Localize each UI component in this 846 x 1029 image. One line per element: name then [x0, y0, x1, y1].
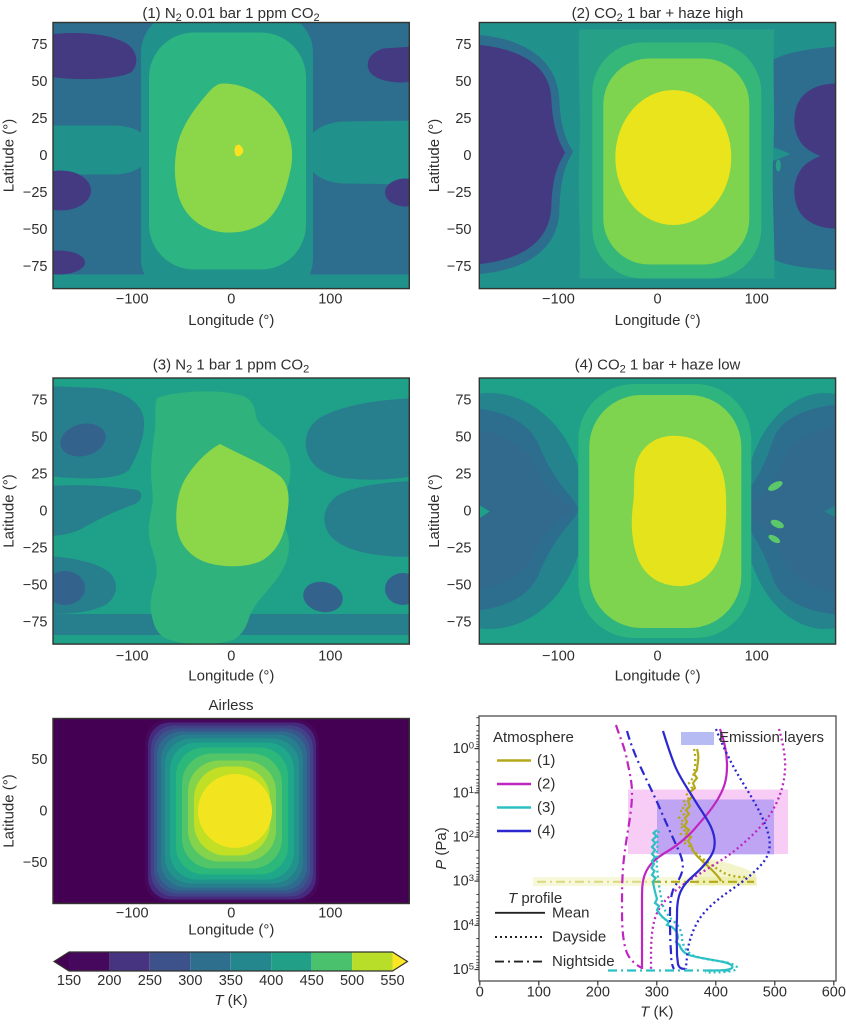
svg-text:100: 100	[453, 741, 474, 758]
svg-text:−25: −25	[447, 541, 472, 557]
svg-text:−75: −75	[447, 259, 472, 275]
svg-text:Latitude (°): Latitude (°)	[1, 119, 18, 193]
svg-text:25: 25	[455, 467, 471, 483]
svg-text:Atmosphere: Atmosphere	[493, 729, 574, 746]
svg-text:105: 105	[453, 962, 474, 979]
svg-text:−75: −75	[23, 614, 48, 630]
svg-text:300: 300	[178, 973, 202, 989]
svg-text:−25: −25	[447, 185, 472, 201]
svg-text:0: 0	[39, 148, 47, 164]
svg-text:0: 0	[227, 906, 235, 922]
svg-text:−50: −50	[447, 222, 472, 238]
svg-text:200: 200	[97, 973, 121, 989]
svg-text:−100: −100	[116, 906, 149, 922]
svg-text:75: 75	[455, 393, 471, 409]
svg-text:0: 0	[654, 649, 662, 665]
svg-text:0: 0	[463, 504, 471, 520]
svg-text:75: 75	[31, 393, 47, 409]
svg-text:(1) N2 0.01 bar 1 ppm CO2: (1) N2 0.01 bar 1 ppm CO2	[142, 5, 319, 24]
svg-text:50: 50	[455, 74, 471, 90]
svg-text:50: 50	[31, 74, 47, 90]
svg-text:500: 500	[763, 985, 787, 1001]
svg-text:−75: −75	[23, 259, 48, 275]
svg-text:Latitude (°): Latitude (°)	[426, 119, 443, 193]
svg-text:−75: −75	[447, 614, 472, 630]
svg-text:0: 0	[476, 985, 484, 1001]
svg-text:T profile: T profile	[508, 890, 562, 907]
svg-text:200: 200	[586, 985, 610, 1001]
svg-text:Latitude (°): Latitude (°)	[426, 474, 443, 548]
svg-text:Latitude (°): Latitude (°)	[1, 774, 18, 848]
svg-text:350: 350	[219, 973, 243, 989]
svg-text:P (Pa): P (Pa)	[433, 827, 450, 870]
svg-text:−50: −50	[23, 855, 48, 871]
svg-text:50: 50	[455, 430, 471, 446]
svg-text:Longitude (°): Longitude (°)	[615, 668, 701, 685]
svg-text:50: 50	[31, 752, 47, 768]
svg-text:100: 100	[318, 292, 342, 308]
svg-text:75: 75	[455, 37, 471, 53]
svg-text:(3): (3)	[537, 799, 555, 816]
svg-text:(3) N2 1 bar 1 ppm CO2: (3) N2 1 bar 1 ppm CO2	[153, 357, 309, 376]
svg-text:0: 0	[39, 804, 47, 820]
svg-text:(1): (1)	[537, 752, 555, 769]
svg-text:500: 500	[340, 973, 364, 989]
svg-text:Airless: Airless	[208, 697, 253, 714]
svg-text:Longitude (°): Longitude (°)	[188, 312, 274, 329]
svg-text:104: 104	[453, 917, 474, 934]
svg-text:Longitude (°): Longitude (°)	[188, 922, 274, 939]
svg-text:101: 101	[453, 785, 474, 802]
svg-text:100: 100	[745, 292, 769, 308]
svg-text:600: 600	[822, 985, 846, 1001]
svg-text:100: 100	[318, 649, 342, 665]
svg-text:0: 0	[654, 292, 662, 308]
svg-text:(2) CO2 1 bar + haze high: (2) CO2 1 bar + haze high	[572, 5, 744, 24]
svg-text:250: 250	[138, 973, 162, 989]
svg-text:25: 25	[31, 467, 47, 483]
svg-text:−100: −100	[116, 292, 149, 308]
svg-text:150: 150	[57, 973, 81, 989]
svg-text:25: 25	[455, 111, 471, 127]
svg-text:0: 0	[39, 504, 47, 520]
svg-text:(4) CO2 1 bar + haze low: (4) CO2 1 bar + haze low	[575, 357, 741, 376]
svg-text:550: 550	[380, 973, 404, 989]
svg-text:75: 75	[31, 37, 47, 53]
svg-text:−100: −100	[116, 649, 149, 665]
svg-text:0: 0	[227, 649, 235, 665]
svg-text:(2): (2)	[537, 776, 555, 793]
svg-text:25: 25	[31, 111, 47, 127]
svg-text:0: 0	[463, 148, 471, 164]
svg-text:−25: −25	[23, 541, 48, 557]
svg-text:(4): (4)	[537, 823, 555, 840]
svg-text:Nightside: Nightside	[552, 953, 615, 970]
svg-text:Dayside: Dayside	[552, 929, 606, 946]
svg-text:Emission layers: Emission layers	[719, 729, 824, 746]
svg-text:Longitude (°): Longitude (°)	[615, 312, 701, 329]
svg-text:102: 102	[453, 829, 474, 846]
svg-text:300: 300	[645, 985, 669, 1001]
svg-text:−25: −25	[23, 185, 48, 201]
svg-text:400: 400	[259, 973, 283, 989]
svg-text:400: 400	[704, 985, 728, 1001]
svg-text:103: 103	[453, 873, 474, 890]
svg-text:Latitude (°): Latitude (°)	[1, 474, 18, 548]
svg-text:−50: −50	[447, 577, 472, 593]
svg-text:0: 0	[227, 292, 235, 308]
svg-text:450: 450	[300, 973, 324, 989]
svg-text:−50: −50	[23, 577, 48, 593]
svg-text:−50: −50	[23, 222, 48, 238]
svg-text:T (K): T (K)	[214, 992, 247, 1009]
svg-text:Longitude (°): Longitude (°)	[188, 668, 274, 685]
svg-text:−100: −100	[542, 649, 575, 665]
svg-text:100: 100	[745, 649, 769, 665]
svg-text:100: 100	[318, 906, 342, 922]
svg-text:50: 50	[31, 430, 47, 446]
svg-text:Mean: Mean	[552, 904, 590, 921]
svg-text:−100: −100	[542, 292, 575, 308]
svg-text:100: 100	[527, 985, 551, 1001]
svg-text:T (K): T (K)	[640, 1004, 673, 1021]
